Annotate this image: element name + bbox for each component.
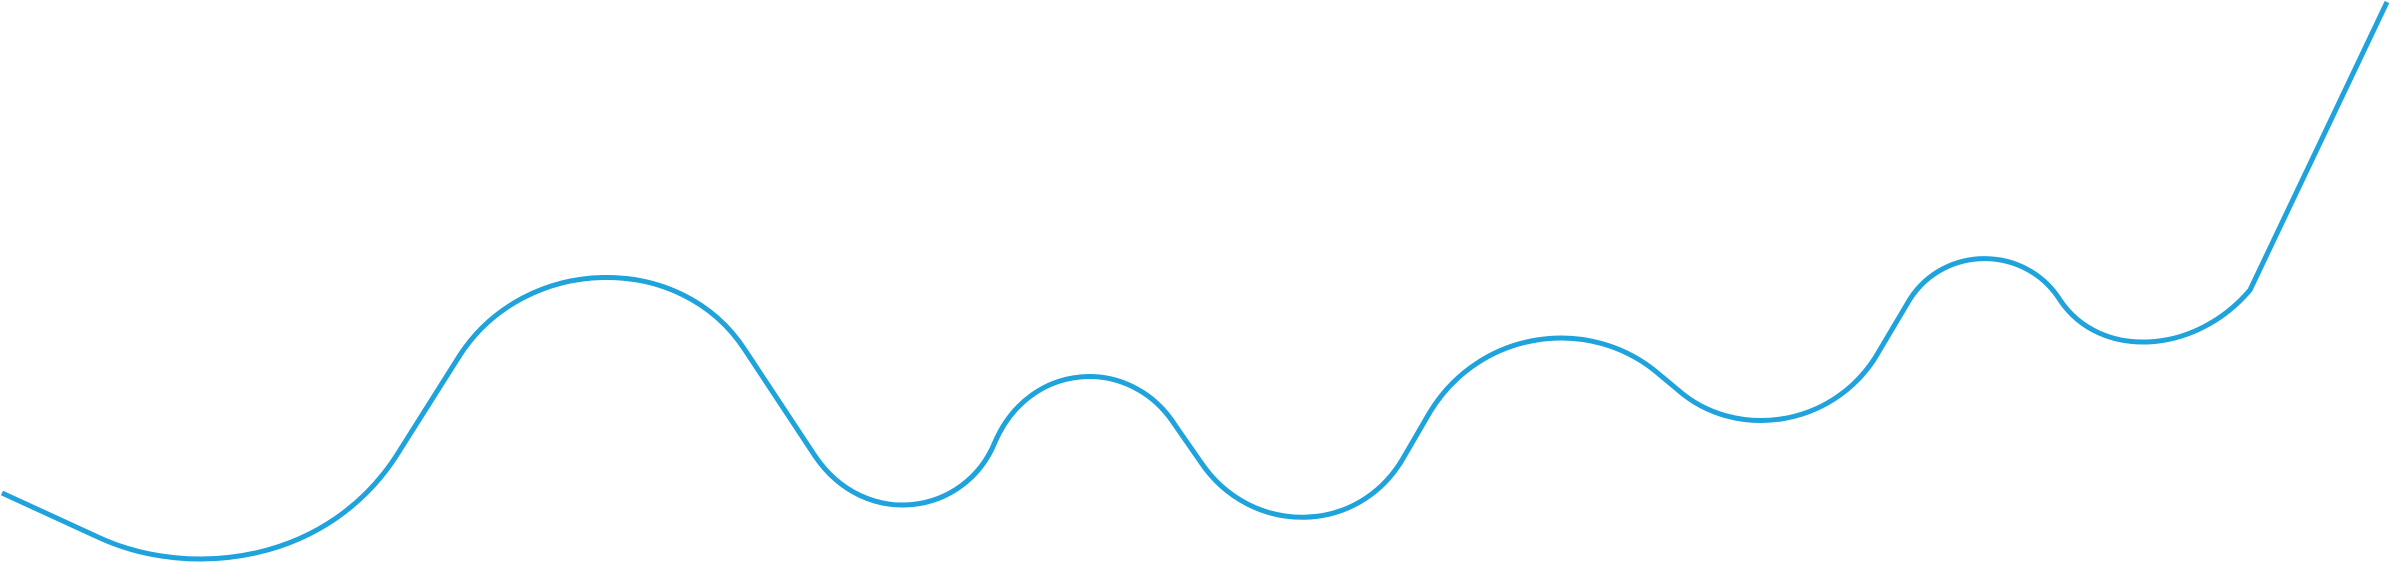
wavy-line [0,0,2390,562]
decorative-wave-graphic [0,0,2390,562]
